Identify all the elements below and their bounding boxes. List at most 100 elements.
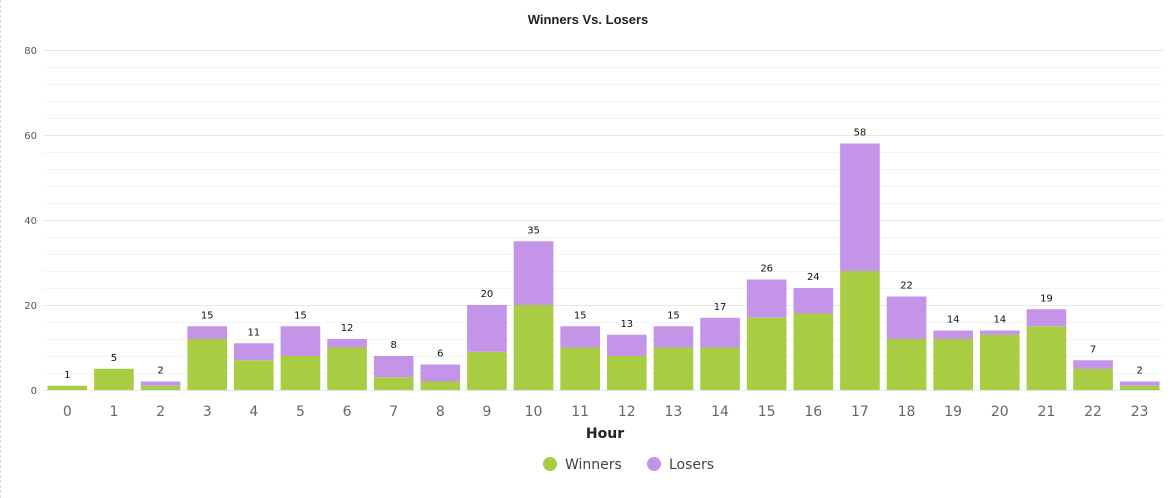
bar-winners bbox=[606, 356, 647, 390]
bar-losers bbox=[327, 339, 367, 348]
bar-winners bbox=[933, 339, 974, 390]
x-tick-label: 11 bbox=[571, 404, 589, 420]
x-tick-label: 21 bbox=[1038, 404, 1056, 420]
data-label: 6 bbox=[437, 349, 443, 360]
bar-losers bbox=[700, 317, 740, 348]
x-tick-label: 19 bbox=[944, 404, 962, 420]
legend-label: Losers bbox=[669, 457, 714, 473]
x-tick-label: 0 bbox=[63, 404, 72, 420]
x-tick-label: 17 bbox=[851, 404, 869, 420]
bar-winners bbox=[886, 339, 927, 390]
bar-winners bbox=[513, 305, 554, 390]
y-tick-label: 0 bbox=[31, 386, 37, 397]
data-label: 24 bbox=[807, 272, 820, 283]
x-tick-label: 8 bbox=[436, 404, 445, 420]
x-tick-label: 18 bbox=[898, 404, 916, 420]
bar-winners bbox=[467, 351, 507, 390]
bar-winners bbox=[327, 347, 367, 390]
x-tick-label: 5 bbox=[296, 404, 305, 420]
data-label: 13 bbox=[620, 319, 633, 330]
data-label: 2 bbox=[157, 366, 163, 377]
data-label: 58 bbox=[854, 128, 867, 139]
data-label: 11 bbox=[247, 327, 260, 338]
bar-winners bbox=[1073, 368, 1113, 390]
data-label: 15 bbox=[574, 310, 587, 321]
data-label: 7 bbox=[1090, 344, 1096, 355]
x-tick-label: 10 bbox=[525, 404, 543, 420]
legend-marker bbox=[647, 457, 661, 471]
bar-winners bbox=[1119, 385, 1160, 390]
x-tick-label: 13 bbox=[665, 404, 683, 420]
bar-losers bbox=[140, 381, 181, 386]
bar-winners bbox=[94, 368, 134, 390]
data-label: 14 bbox=[947, 315, 960, 326]
bar-losers bbox=[373, 356, 414, 378]
left-border bbox=[0, 0, 2, 498]
bar-winners bbox=[979, 334, 1020, 390]
bar-losers bbox=[560, 326, 601, 348]
bar-winners bbox=[187, 339, 228, 390]
legend-item-losers[interactable]: Losers bbox=[647, 457, 714, 473]
bar-losers bbox=[1073, 360, 1113, 369]
x-tick-label: 9 bbox=[482, 404, 491, 420]
bar-winners bbox=[280, 356, 321, 390]
x-tick-label: 22 bbox=[1084, 404, 1102, 420]
x-tick-label: 4 bbox=[249, 404, 258, 420]
bar-losers bbox=[746, 279, 787, 318]
bar-winners bbox=[233, 360, 274, 390]
bar-losers bbox=[653, 326, 694, 348]
y-tick-label: 60 bbox=[24, 131, 37, 142]
bar-winners bbox=[840, 271, 880, 390]
data-label: 14 bbox=[993, 315, 1006, 326]
data-label: 8 bbox=[391, 340, 397, 351]
bar-losers bbox=[420, 364, 461, 382]
bar-winners bbox=[140, 385, 181, 390]
x-tick-label: 15 bbox=[758, 404, 776, 420]
data-label: 19 bbox=[1040, 293, 1053, 304]
bar-losers bbox=[1026, 309, 1067, 327]
y-axis: 0 20 40 60 80 bbox=[24, 46, 37, 397]
x-axis: 0 1 2 3 4 5 6 7 8 9 10 11 12 13 14 15 16 17 18 19 20 21 22 23 bbox=[63, 404, 1149, 420]
bar-losers bbox=[280, 326, 321, 356]
legend-label: Winners bbox=[565, 457, 622, 473]
data-label: 12 bbox=[341, 323, 354, 334]
x-tick-label: 1 bbox=[109, 404, 118, 420]
y-tick-label: 20 bbox=[24, 301, 37, 312]
data-label: 1 bbox=[64, 370, 70, 381]
data-label: 35 bbox=[527, 225, 540, 236]
bar-winners bbox=[700, 347, 740, 390]
data-label: 22 bbox=[900, 281, 913, 292]
y-tick-label: 80 bbox=[24, 46, 37, 57]
x-tick-label: 7 bbox=[389, 404, 398, 420]
bar-winners bbox=[560, 347, 601, 390]
bar-losers bbox=[233, 343, 274, 361]
bar-losers bbox=[187, 326, 228, 339]
data-label: 26 bbox=[760, 264, 773, 275]
grid bbox=[44, 50, 1163, 391]
data-label: 20 bbox=[481, 289, 494, 300]
chart-title: Winners Vs. Losers bbox=[528, 12, 649, 27]
bar-losers bbox=[886, 296, 927, 339]
bar-losers bbox=[1119, 381, 1160, 386]
bar-winners bbox=[653, 347, 694, 390]
x-axis-label: Hour bbox=[586, 426, 624, 442]
bar-winners bbox=[420, 381, 461, 390]
legend[interactable]: Winners Losers bbox=[543, 457, 714, 473]
x-tick-label: 16 bbox=[804, 404, 822, 420]
bar-winners bbox=[746, 317, 787, 390]
y-tick-label: 40 bbox=[24, 216, 37, 227]
bar-winners bbox=[793, 313, 834, 390]
data-label: 2 bbox=[1137, 366, 1143, 377]
bar-losers bbox=[933, 330, 974, 339]
data-label: 17 bbox=[714, 302, 727, 313]
data-label: 15 bbox=[294, 310, 307, 321]
x-tick-label: 23 bbox=[1131, 404, 1149, 420]
bar-losers bbox=[840, 143, 880, 271]
legend-marker bbox=[543, 457, 557, 471]
bar-losers bbox=[513, 241, 554, 305]
x-tick-label: 20 bbox=[991, 404, 1009, 420]
legend-item-winners[interactable]: Winners bbox=[543, 457, 622, 473]
bar-losers bbox=[606, 334, 647, 356]
